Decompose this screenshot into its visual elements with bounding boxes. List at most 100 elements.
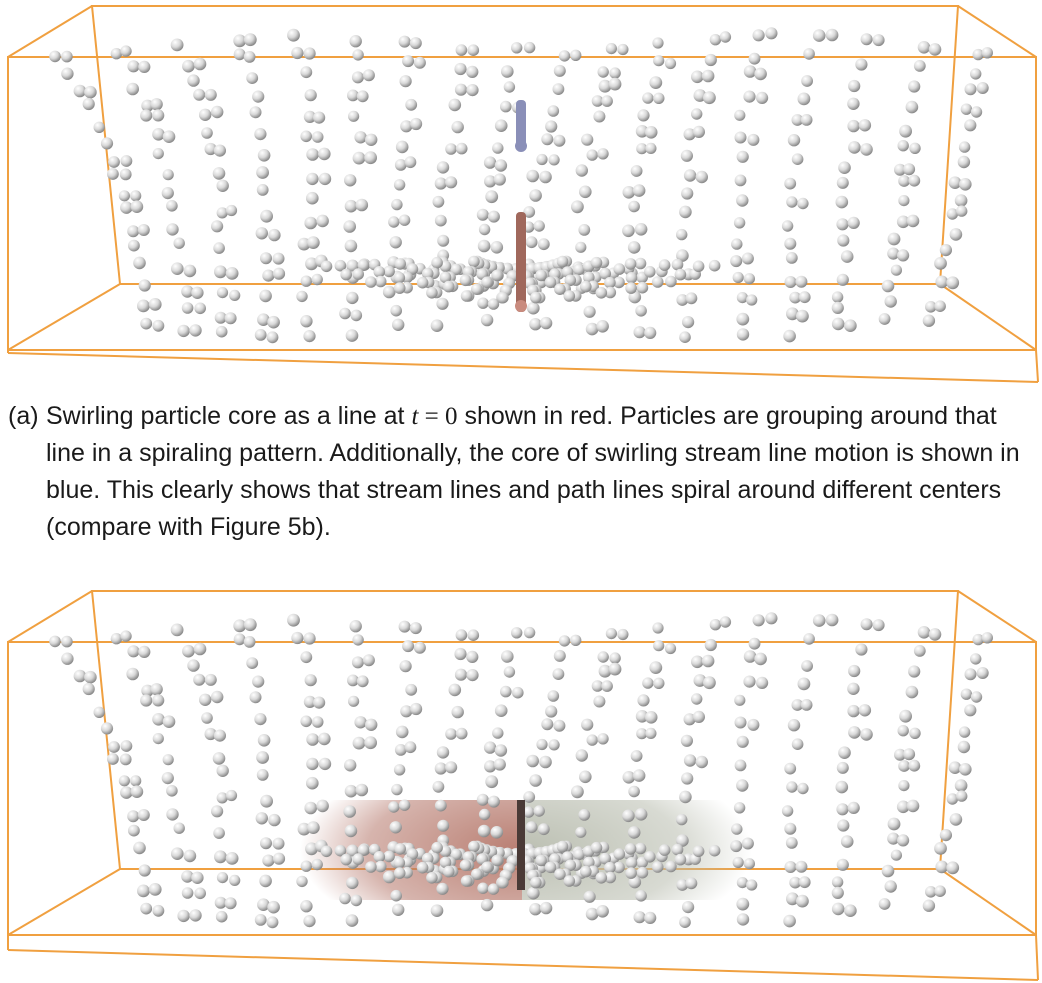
particle: [579, 185, 592, 199]
particle: [305, 842, 318, 856]
particle: [765, 612, 778, 625]
particle-core-red: [516, 212, 526, 312]
particle: [137, 224, 150, 236]
particle: [162, 130, 176, 143]
particle: [311, 273, 323, 286]
particle: [797, 677, 811, 691]
particle: [537, 823, 550, 836]
particle: [653, 677, 665, 689]
particle: [575, 826, 587, 838]
particle: [674, 853, 687, 866]
particle: [887, 817, 901, 831]
particle: [356, 675, 369, 688]
particle: [624, 843, 637, 855]
particle: [130, 785, 144, 798]
particle: [539, 755, 552, 769]
particle: [213, 827, 225, 839]
particle: [679, 205, 692, 219]
particle: [487, 298, 500, 310]
particle: [691, 70, 704, 84]
particle: [256, 769, 269, 781]
particle: [897, 140, 909, 152]
particle: [831, 317, 845, 331]
particle: [734, 109, 746, 121]
particle: [692, 260, 705, 273]
particle: [908, 665, 921, 678]
particle: [896, 800, 910, 814]
particle: [303, 695, 316, 708]
particle: [478, 223, 491, 236]
particle: [683, 169, 697, 182]
particle: [554, 868, 566, 880]
particle: [493, 173, 506, 186]
particle: [970, 653, 982, 665]
particle: [212, 167, 226, 180]
particle: [563, 875, 576, 887]
particle: [622, 224, 635, 238]
particle: [556, 840, 569, 853]
particle: [825, 28, 839, 42]
particle: [437, 819, 450, 832]
particle: [126, 667, 139, 681]
particle: [487, 883, 500, 895]
particle: [339, 307, 351, 320]
particle: [591, 95, 604, 107]
particle: [733, 217, 746, 229]
particle: [525, 821, 538, 834]
particle: [137, 884, 150, 898]
particle: [909, 727, 921, 739]
particle: [233, 619, 247, 633]
particle: [303, 915, 316, 928]
particle: [754, 67, 767, 81]
particle: [266, 331, 279, 344]
particle: [303, 632, 316, 645]
particle: [633, 326, 646, 339]
particle: [786, 196, 798, 208]
particle: [140, 902, 153, 915]
particle: [580, 865, 592, 878]
particle: [138, 864, 151, 877]
particle: [708, 259, 721, 272]
particle: [692, 710, 706, 723]
particle: [644, 911, 657, 924]
particle: [442, 280, 455, 293]
particle: [383, 265, 395, 278]
particle: [897, 725, 909, 737]
particle: [704, 53, 717, 67]
particle: [946, 861, 960, 875]
particle: [553, 64, 566, 77]
particle: [272, 252, 285, 265]
particle: [575, 164, 588, 177]
particle: [304, 89, 317, 102]
particle: [597, 66, 609, 78]
particle: [685, 877, 698, 890]
particle: [681, 772, 694, 785]
particle: [887, 832, 900, 845]
particle: [523, 206, 536, 218]
particle: [390, 304, 403, 317]
particle-visualization-b: [7, 590, 1039, 981]
particle: [365, 861, 377, 873]
particle: [61, 635, 73, 648]
particle: [436, 161, 450, 174]
particle: [119, 753, 132, 766]
particle: [898, 195, 910, 207]
particle: [451, 120, 464, 134]
particle: [981, 47, 993, 59]
particle: [653, 55, 665, 67]
particle: [625, 857, 638, 869]
particle: [634, 223, 648, 236]
particle: [166, 223, 179, 236]
particle: [300, 651, 313, 664]
particle: [211, 805, 224, 818]
particle: [571, 785, 584, 799]
particle: [357, 259, 370, 271]
particle: [392, 318, 405, 331]
particle: [590, 256, 603, 269]
particle: [82, 682, 95, 696]
particle: [340, 853, 353, 866]
particle: [935, 275, 949, 289]
particle: [344, 239, 358, 253]
particle: [756, 91, 769, 104]
particle: [216, 872, 229, 884]
